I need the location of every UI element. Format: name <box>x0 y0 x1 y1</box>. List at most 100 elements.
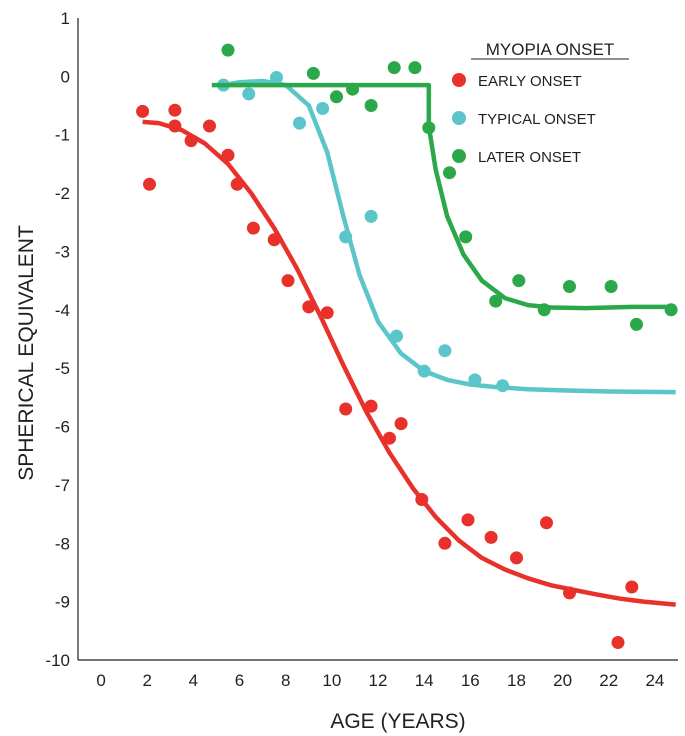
data-point <box>537 303 551 317</box>
x-tick-label: 18 <box>507 671 526 690</box>
data-point <box>364 399 378 413</box>
data-point <box>168 119 182 133</box>
data-point <box>203 119 216 133</box>
x-tick-label: 10 <box>322 671 341 690</box>
data-point <box>417 364 431 378</box>
data-point <box>459 230 473 244</box>
legend-label: LATER ONSET <box>478 149 581 166</box>
data-point <box>604 280 618 293</box>
data-point <box>664 303 678 317</box>
data-point <box>390 329 403 343</box>
legend-marker <box>452 149 466 163</box>
x-tick-label: 4 <box>189 671 198 690</box>
data-point <box>306 66 320 80</box>
fit-curve <box>223 78 676 395</box>
x-tick-label: 22 <box>599 671 618 690</box>
y-tick-label: -10 <box>45 651 70 670</box>
data-point <box>242 87 256 101</box>
data-point <box>364 99 378 112</box>
x-tick-label: 0 <box>96 671 105 690</box>
legend-marker <box>452 73 466 87</box>
x-tick-label: 2 <box>142 671 151 690</box>
series-0 <box>136 103 676 649</box>
x-tick-label: 16 <box>461 671 480 690</box>
data-point <box>438 344 452 358</box>
data-point <box>563 586 576 600</box>
data-point <box>143 177 156 191</box>
data-point <box>408 61 422 75</box>
data-point <box>221 148 235 162</box>
x-tick-label: 24 <box>645 671 664 690</box>
x-tick-label: 20 <box>553 671 572 690</box>
y-tick-label: -8 <box>55 534 70 553</box>
series-1 <box>216 71 676 395</box>
data-point <box>611 636 625 649</box>
data-point <box>438 536 452 550</box>
data-point <box>230 177 244 191</box>
y-tick-label: -6 <box>55 418 70 437</box>
data-point <box>330 90 343 104</box>
x-tick-label: 14 <box>415 671 434 690</box>
data-point <box>484 530 498 544</box>
data-point <box>184 134 198 148</box>
x-tick-label: 6 <box>235 671 244 690</box>
data-point <box>168 103 182 117</box>
legend-label: TYPICAL ONSET <box>478 111 596 128</box>
data-point <box>316 102 330 115</box>
series-2 <box>211 43 678 331</box>
legend: MYOPIA ONSET EARLY ONSET TYPICAL ONSET LAT… <box>452 40 629 166</box>
data-point <box>320 306 334 320</box>
data-point <box>302 300 316 314</box>
data-point <box>221 43 235 57</box>
data-point <box>281 274 295 288</box>
axes <box>77 18 678 661</box>
data-point <box>510 551 523 565</box>
y-tick-label: -9 <box>55 593 70 612</box>
data-point <box>383 431 396 445</box>
data-point <box>246 221 260 235</box>
data-point <box>489 294 503 308</box>
legend-marker <box>452 111 466 125</box>
y-tick-label: -4 <box>55 301 70 320</box>
data-point <box>364 209 378 223</box>
data-point <box>422 121 436 135</box>
fit-curve <box>211 82 676 311</box>
data-point <box>496 379 510 393</box>
data-point <box>540 516 553 530</box>
data-point <box>267 233 281 247</box>
fit-curve <box>142 119 676 607</box>
y-tick-label: 0 <box>61 67 70 86</box>
x-tick-label: 12 <box>369 671 388 690</box>
data-point <box>625 580 639 594</box>
data-point <box>387 61 401 75</box>
y-tick-labels: 1 0 -1 -2 -3 -4 -5 -6 -7 -8 -9 -10 <box>45 9 70 670</box>
data-point <box>394 417 408 431</box>
plot-area <box>136 43 678 649</box>
data-point <box>136 104 150 118</box>
y-tick-label: -1 <box>55 126 70 145</box>
y-tick-label: -2 <box>55 184 70 203</box>
data-point <box>512 274 526 288</box>
y-tick-label: -5 <box>55 359 70 378</box>
y-axis-title: SPHERICAL EQUIVALENT <box>15 225 38 481</box>
y-tick-label: -7 <box>55 476 70 495</box>
data-point <box>461 513 475 527</box>
data-point <box>563 280 576 293</box>
data-point <box>443 166 456 180</box>
x-tick-labels: 0 2 4 6 8 10 12 14 16 18 20 22 24 <box>96 671 664 690</box>
data-point <box>293 116 306 130</box>
y-tick-label: -3 <box>55 242 70 261</box>
x-tick-label: 8 <box>281 671 290 690</box>
data-point <box>339 230 353 244</box>
data-point <box>468 373 482 387</box>
x-axis-title: AGE (YEARS) <box>330 710 465 733</box>
data-point <box>339 402 353 416</box>
data-point <box>415 493 429 506</box>
legend-label: EARLY ONSET <box>478 73 582 90</box>
data-point <box>270 71 283 84</box>
legend-title: MYOPIA ONSET <box>486 40 614 59</box>
y-tick-label: 1 <box>61 9 70 28</box>
data-point <box>630 317 643 331</box>
data-point <box>346 82 360 96</box>
